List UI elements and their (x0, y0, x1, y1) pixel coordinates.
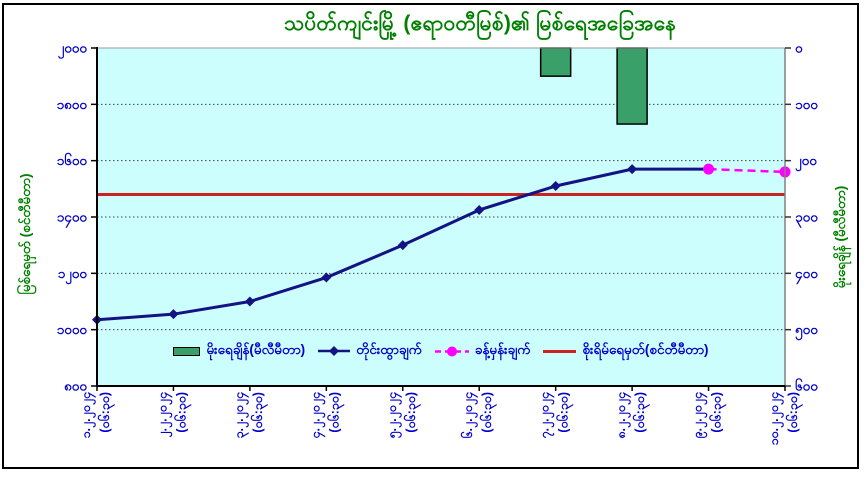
measured-point (397, 240, 408, 251)
measured-point (474, 204, 485, 215)
x-tick-label-time: (၀၆:၃၀) (478, 392, 498, 433)
measured-point (321, 272, 332, 283)
legend-item-measured: တိုင်းထွာချက် (318, 341, 422, 361)
x-tick-label-time: (၀၆:၃၀) (555, 392, 575, 433)
legend-item-rainfall: မိုးရေချိန်(မီလီမီတာ) (173, 341, 305, 361)
chart-legend: မိုးရေချိန်(မီလီမီတာ) တိုင်းထွာချက် ခန့်… (97, 341, 785, 361)
measured-point (550, 181, 561, 192)
left-axis-tick-label: ၁၈၀၀ (57, 97, 88, 112)
left-axis-tick-label: ၁၀၀၀ (57, 322, 88, 337)
x-tick-label-time: (၀၆:၃၀) (96, 392, 116, 433)
legend-item-forecast: ခန့်မှန်းချက် (434, 341, 531, 361)
right-axis-tick-label: ၀ (795, 41, 803, 56)
measured-point (627, 164, 638, 175)
x-tick-label-date: ၄.၂.၂၀၂၄ (308, 391, 326, 438)
right-axis-tick-label: ၆၀၀ (795, 378, 818, 394)
x-tick-label-time: (၀၆:၃၀) (784, 392, 804, 433)
left-axis-tick-label: ၂၀၀၀ (58, 41, 88, 60)
x-tick-label-time: (၀၆:၃၀) (708, 392, 728, 433)
legend-label-danger: စိုးရိမ်ရေမှတ်(စင်တီမီတာ) (582, 342, 709, 357)
legend-label-rainfall: မိုးရေချိန်(မီလီမီတာ) (206, 342, 306, 357)
right-axis-tick-label: ၁၀၀ (795, 97, 818, 112)
rainfall-bar (539, 47, 572, 77)
left-axis-tick-label: ၈၀၀ (64, 379, 87, 394)
forecast-line-icon (434, 346, 469, 356)
chart-title: သပိတ်ကျင်းမြို့ (ဧရာဝတီမြစ်)၏ မြစ်ရေအခြေ… (283, 12, 677, 35)
measured-point (244, 296, 255, 307)
x-tick-label-date: ၉.၂.၂၀၂၄ (691, 391, 709, 438)
x-tick-label-time: (၀၆:၃၀) (402, 392, 422, 433)
measured-line-icon (318, 346, 351, 356)
x-tick-label-date: ၇.၂.၂၀၂၄ (538, 391, 556, 438)
x-tick-label-date: ၁၀.၂.၂၀၂၄ (767, 391, 785, 445)
rainfall-swatch-icon (173, 346, 201, 356)
legend-label-measured: တိုင်းထွာချက် (356, 342, 422, 357)
forecast-point (703, 163, 715, 175)
right-axis-tick-label: ၃၀၀ (795, 210, 818, 229)
x-tick-label-date: ၅.၂.၂၀၂၄ (385, 391, 403, 438)
left-axis-tick-label: ၁၂၀၀ (58, 266, 88, 285)
right-axis-tick-label: ၂၀၀ (795, 153, 817, 172)
left-axis-tick-label: ၁၄၀၀ (57, 210, 88, 229)
x-tick-label-time: (၀၆:၃၀) (249, 392, 269, 433)
rainfall-bar (616, 47, 648, 125)
x-tick-label-date: ၁.၂.၂၀၂၄ (79, 391, 97, 438)
right-axis-tick-label: ၄၀၀ (795, 266, 818, 285)
left-axis-title: မြစ်ရေမှတ် (စင်တီမီတာ) (18, 173, 33, 295)
right-axis-title: မိုးရေချိန် (မီလီမီတာ) (833, 185, 848, 289)
x-tick-label-date: ၈.၂.၂၀၂၄ (614, 391, 632, 439)
legend-label-forecast: ခန့်မှန်းချက် (474, 342, 531, 357)
x-tick-label-date: ၂.၂.၂၀၂၄ (155, 391, 173, 438)
danger-line-icon (543, 349, 577, 353)
left-axis-tick-label: ၁၆၀၀ (57, 152, 88, 168)
legend-item-danger: စိုးရိမ်ရေမှတ်(စင်တီမီတာ) (543, 341, 709, 361)
x-tick-label-time: (၀၆:၃၀) (172, 392, 192, 433)
x-tick-label-date: ၃.၂.၂၀၂၄ (232, 391, 250, 438)
x-tick-label-date: ၆.၂.၂၀၂၄ (459, 391, 479, 438)
x-tick-label-time: (၀၆:၃၀) (325, 392, 345, 433)
measured-point (168, 309, 179, 320)
x-tick-label-time: (၀၆:၃၀) (631, 392, 651, 433)
right-axis-tick-label: ၅၀၀ (795, 322, 818, 341)
